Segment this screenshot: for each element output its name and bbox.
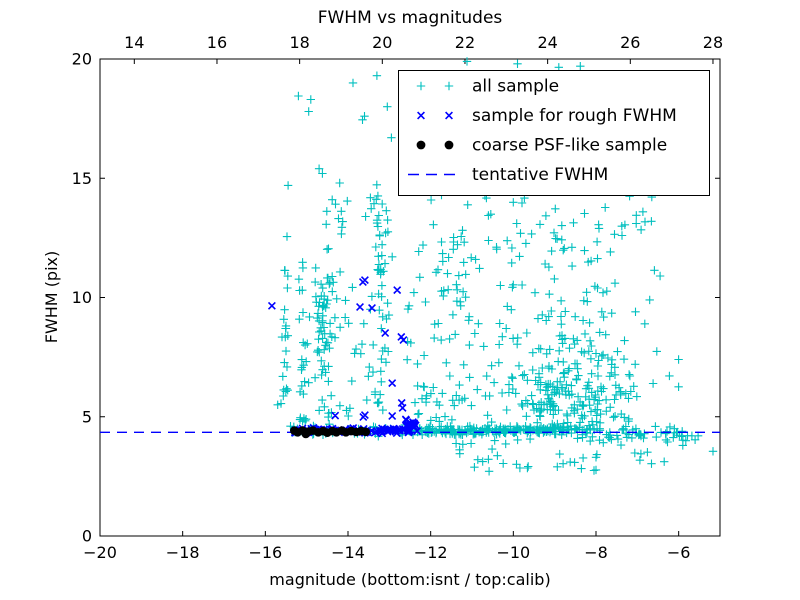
plus-marker-icon bbox=[416, 81, 454, 91]
legend-label: all sample bbox=[472, 77, 559, 97]
x-bottom-tick-label: −10 bbox=[496, 543, 530, 562]
y-tick-label: 15 bbox=[72, 169, 92, 188]
x-top-tick-label: 22 bbox=[455, 33, 475, 52]
x-bottom-tick-label: −14 bbox=[331, 543, 365, 562]
legend-label: tentative FWHM bbox=[472, 165, 608, 185]
dot-marker-icon bbox=[416, 140, 426, 150]
x-top-tick-label: 16 bbox=[207, 33, 227, 52]
legend-label: coarse PSF-like sample bbox=[472, 136, 667, 156]
dot-marker-icon bbox=[444, 140, 454, 150]
y-tick-label: 5 bbox=[82, 407, 92, 426]
x-marker-icon bbox=[417, 111, 453, 120]
y-axis-label: FWHM (pix) bbox=[42, 251, 61, 344]
legend-entry-rough-fwhm: sample for rough FWHM bbox=[417, 106, 677, 126]
x-axis-label: magnitude (bottom:isnt / top:calib) bbox=[269, 570, 550, 589]
legend-entry-all-sample: all sample bbox=[416, 77, 559, 97]
y-tick-label: 10 bbox=[72, 288, 92, 307]
x-top-tick-label: 20 bbox=[372, 33, 392, 52]
x-top-tick-label: 26 bbox=[620, 33, 640, 52]
x-bottom-tick-label: −12 bbox=[414, 543, 448, 562]
y-tick-label: 20 bbox=[72, 50, 92, 69]
legend-entry-tentative-fwhm: tentative FWHM bbox=[408, 165, 608, 185]
x-top-tick-label: 18 bbox=[289, 33, 309, 52]
x-bottom-tick-label: −20 bbox=[83, 543, 117, 562]
x-bottom-tick-label: −16 bbox=[248, 543, 282, 562]
x-bottom-tick-label: −18 bbox=[166, 543, 200, 562]
legend-label: sample for rough FWHM bbox=[472, 106, 677, 126]
x-bottom-tick-label: −8 bbox=[584, 543, 608, 562]
x-top-tick-label: 14 bbox=[124, 33, 144, 52]
series-coarse-psf bbox=[290, 426, 371, 439]
x-top-tick-label: 28 bbox=[703, 33, 723, 52]
legend: all sample sample for rough FWHM coarse … bbox=[398, 70, 710, 196]
legend-entry-coarse-psf: coarse PSF-like sample bbox=[416, 136, 667, 156]
coarse-psf-point bbox=[361, 427, 371, 437]
x-bottom-tick-label: −6 bbox=[667, 543, 691, 562]
all-sample-points bbox=[273, 57, 718, 476]
x-top-tick-label: 24 bbox=[537, 33, 557, 52]
chart-title: FWHM vs magnitudes bbox=[318, 8, 503, 28]
series-all-sample bbox=[273, 57, 718, 476]
axis-tick-labels: −20 −18 −16 −14 −12 −10 −8 −6 14 16 18 20 22 24 26 28 0 5… bbox=[72, 33, 724, 562]
y-tick-label: 0 bbox=[82, 527, 92, 546]
